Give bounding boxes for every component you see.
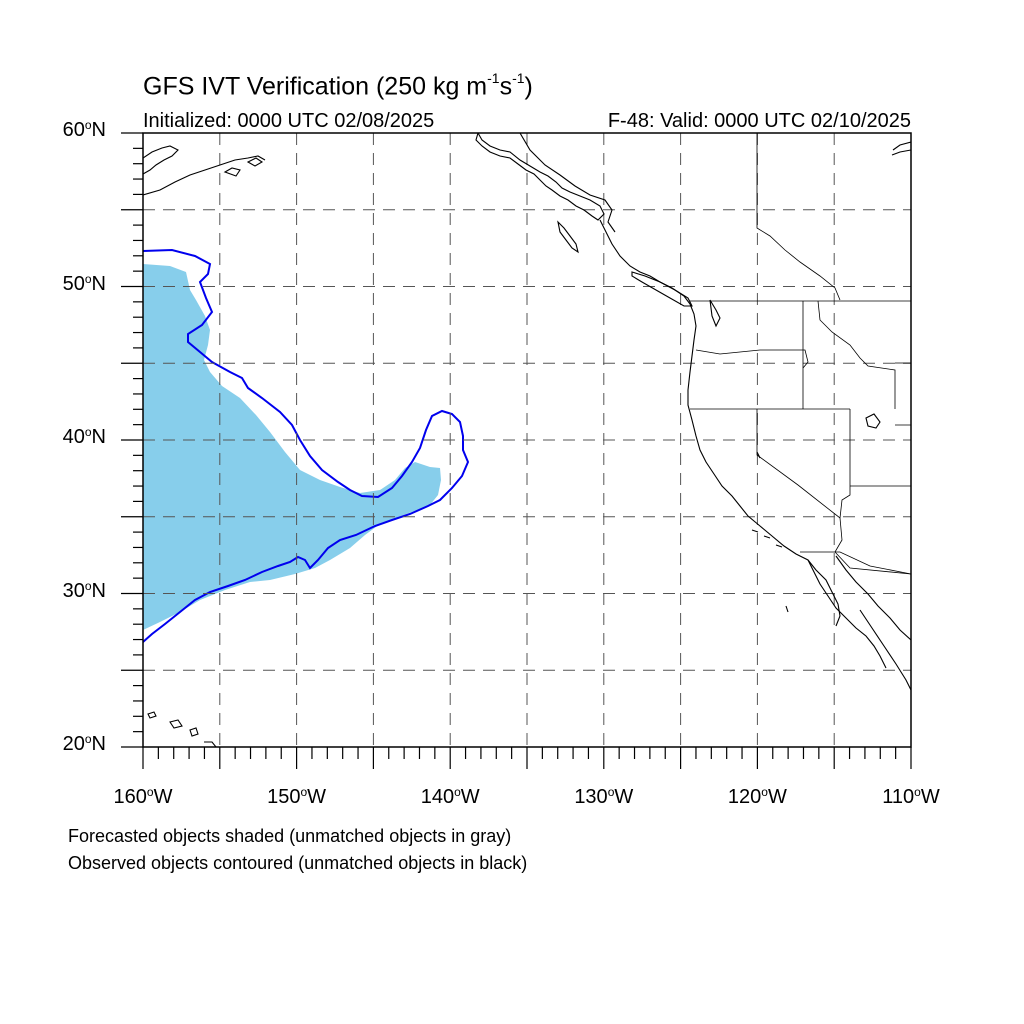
map-title: GFS IVT Verification (250 kg m-1s-1) xyxy=(143,70,533,101)
canada-interior-lines xyxy=(756,133,841,301)
montana-wyoming-border xyxy=(895,362,911,426)
gulf-of-california xyxy=(835,555,911,641)
degree-symbol: o xyxy=(914,785,921,799)
lake-tahoe xyxy=(756,451,761,459)
alaska-coastline xyxy=(475,133,605,221)
lat-label: 50oN xyxy=(36,271,106,296)
grid-lines xyxy=(143,133,911,747)
forecast-ivt-object xyxy=(143,264,441,630)
degree-symbol: o xyxy=(84,118,92,132)
lon-label: 120oW xyxy=(707,785,807,809)
lat-label-value: 20 xyxy=(62,733,85,755)
lat-label: 40oN xyxy=(36,425,106,449)
puget-sound xyxy=(709,299,721,328)
lat-label: 60oN xyxy=(36,118,106,142)
aleutian-islands xyxy=(143,155,266,196)
title-exponent-2: -1 xyxy=(512,70,525,86)
forecast-caption: Forecasted objects shaded (unmatched obj… xyxy=(68,826,512,846)
degree-symbol: o xyxy=(454,785,461,799)
hudson-bay-coast xyxy=(891,141,911,156)
title-text-end: ) xyxy=(524,72,533,101)
lat-label-suffix: N xyxy=(91,272,106,295)
lon-label-suffix: W xyxy=(767,786,787,808)
lon-label-suffix: W xyxy=(460,786,480,808)
guadalupe-island xyxy=(785,605,789,613)
lon-label: 150oW xyxy=(247,785,347,809)
lon-label-value: 130 xyxy=(574,786,608,808)
lon-label: 130oW xyxy=(554,785,654,809)
lat-label-value: 50 xyxy=(62,272,85,295)
lon-label-suffix: W xyxy=(153,786,173,808)
lat-label-value: 60 xyxy=(62,119,85,141)
island-group-1 xyxy=(223,157,264,177)
alaska-panhandle xyxy=(519,133,616,233)
lat-label: 20oN xyxy=(36,732,106,756)
us-west-coastline xyxy=(687,303,841,627)
title-text: GFS IVT Verification (250 kg m xyxy=(143,72,488,101)
lon-label-suffix: W xyxy=(614,786,634,808)
degree-symbol: o xyxy=(84,578,92,593)
nevada-border xyxy=(756,409,851,519)
tick-marks xyxy=(121,132,912,769)
idaho-border xyxy=(802,300,896,409)
channel-islands xyxy=(751,529,783,548)
vancouver-island xyxy=(631,271,693,307)
init-time-label: Initialized: 0000 UTC 02/08/2025 xyxy=(143,110,435,132)
degree-symbol: o xyxy=(300,785,308,799)
mainland-mexico-coast xyxy=(859,609,911,691)
lon-label-value: 160 xyxy=(113,786,147,808)
haida-gwaii xyxy=(557,220,579,254)
degree-symbol: o xyxy=(761,785,768,799)
great-salt-lake xyxy=(865,413,881,429)
wa-or-border xyxy=(695,349,809,369)
degree-symbol: o xyxy=(84,425,92,439)
lat-label-value: 40 xyxy=(62,426,85,448)
arizona-border xyxy=(834,485,911,575)
observed-ivt-contour xyxy=(143,248,470,643)
lon-label-value: 120 xyxy=(727,786,762,808)
lat-label-suffix: N xyxy=(91,733,106,755)
lon-label-value: 140 xyxy=(420,786,455,808)
lon-label: 140oW xyxy=(400,785,500,809)
lon-label: 160oW xyxy=(93,785,193,809)
valid-time-label: F-48: Valid: 0000 UTC 02/10/2025 xyxy=(607,110,911,132)
lon-label-value: 110 xyxy=(882,786,915,808)
us-mexico-border xyxy=(800,551,911,575)
lat-label-suffix: N xyxy=(91,579,106,602)
aleutian-coast-west xyxy=(143,145,179,175)
title-exponent-1: -1 xyxy=(487,70,500,86)
observed-caption: Observed objects contoured (unmatched ob… xyxy=(68,853,528,873)
lat-label-value: 30 xyxy=(62,579,85,602)
hawaii-islands xyxy=(147,711,217,747)
degree-symbol: o xyxy=(146,785,154,799)
lat-label-suffix: N xyxy=(91,426,106,448)
title-text-mid: s xyxy=(499,72,513,101)
lon-label-suffix: W xyxy=(307,786,327,808)
baja-california xyxy=(807,559,887,669)
coastlines xyxy=(143,133,911,747)
lat-label: 30oN xyxy=(36,578,106,603)
lon-label-suffix: W xyxy=(920,786,940,808)
degree-symbol: o xyxy=(84,732,92,746)
degree-symbol: o xyxy=(607,785,615,799)
degree-symbol: o xyxy=(84,271,92,286)
lon-label-value: 150 xyxy=(267,786,301,808)
lat-label-suffix: N xyxy=(91,119,106,141)
lon-label: 110oW xyxy=(861,785,961,809)
